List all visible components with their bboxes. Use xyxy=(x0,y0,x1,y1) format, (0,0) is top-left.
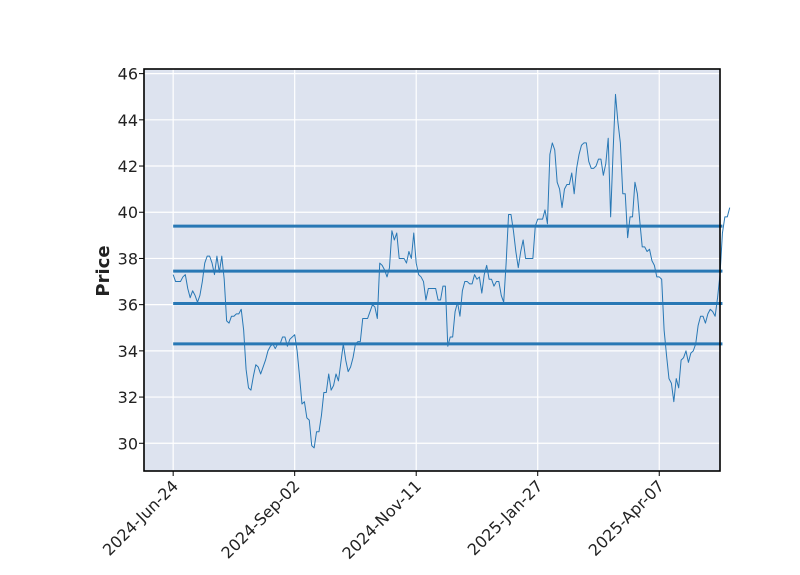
y-tick-label: 42 xyxy=(118,157,138,176)
plot-frame xyxy=(143,68,721,472)
x-axis-ticks: 2024-Jun-24 2024-Sep-02 2024-Nov-11 2025-Ja… xyxy=(99,471,668,563)
y-tick-label: 36 xyxy=(118,296,138,315)
y-axis-ticks: 30 32 34 36 38 40 42 44 46 xyxy=(118,65,144,453)
y-axis-title: Price xyxy=(93,245,114,296)
price-line xyxy=(172,93,731,449)
y-tick-label: 32 xyxy=(118,388,138,407)
y-tick-label: 30 xyxy=(118,434,138,453)
x-tick-label: 2025-Jan-27 xyxy=(464,476,547,559)
y-tick-label: 34 xyxy=(118,342,138,361)
price-series xyxy=(172,93,731,449)
x-tick-label: 2024-Sep-02 xyxy=(217,476,303,562)
y-tick-label: 46 xyxy=(118,65,138,84)
x-tick-label: 2025-Apr-07 xyxy=(585,476,668,559)
y-tick-label: 44 xyxy=(118,111,138,130)
y-tick-label: 38 xyxy=(118,249,138,268)
y-tick-label: 40 xyxy=(118,203,138,222)
x-tick-label: 2024-Jun-24 xyxy=(99,476,182,559)
x-tick-label: 2024-Nov-11 xyxy=(338,476,425,563)
